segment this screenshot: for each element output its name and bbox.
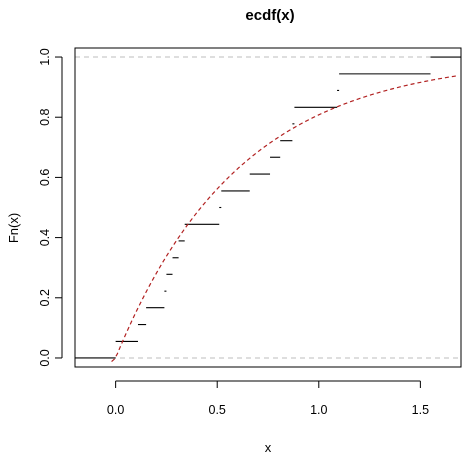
theoretical-cdf-line xyxy=(111,75,458,363)
theoretical-curve xyxy=(111,75,458,363)
reference-lines xyxy=(75,56,461,359)
y-tick-label-1: 0.2 xyxy=(38,289,52,306)
y-tick-label-5: 1.0 xyxy=(38,48,52,65)
x-axis: 0.0 0.5 1.0 1.5 xyxy=(107,380,429,417)
x-axis-label: x xyxy=(265,440,272,455)
x-tick-label-2: 1.0 xyxy=(310,403,327,417)
x-tick-label-1: 0.5 xyxy=(209,403,226,417)
x-tick-label-3: 1.5 xyxy=(412,403,429,417)
y-tick-label-3: 0.6 xyxy=(38,169,52,186)
y-tick-label-4: 0.8 xyxy=(38,108,52,125)
ecdf-steps xyxy=(75,56,461,359)
plot-frame xyxy=(74,47,462,368)
y-axis-label: Fn(x) xyxy=(6,213,21,243)
y-tick-label-2: 0.4 xyxy=(38,229,52,246)
y-tick-label-0: 0.0 xyxy=(38,349,52,366)
y-axis: 0.0 0.2 0.4 0.6 0.8 1.0 xyxy=(38,48,63,367)
chart-title: ecdf(x) xyxy=(245,7,294,24)
x-tick-label-0: 0.0 xyxy=(107,403,124,417)
